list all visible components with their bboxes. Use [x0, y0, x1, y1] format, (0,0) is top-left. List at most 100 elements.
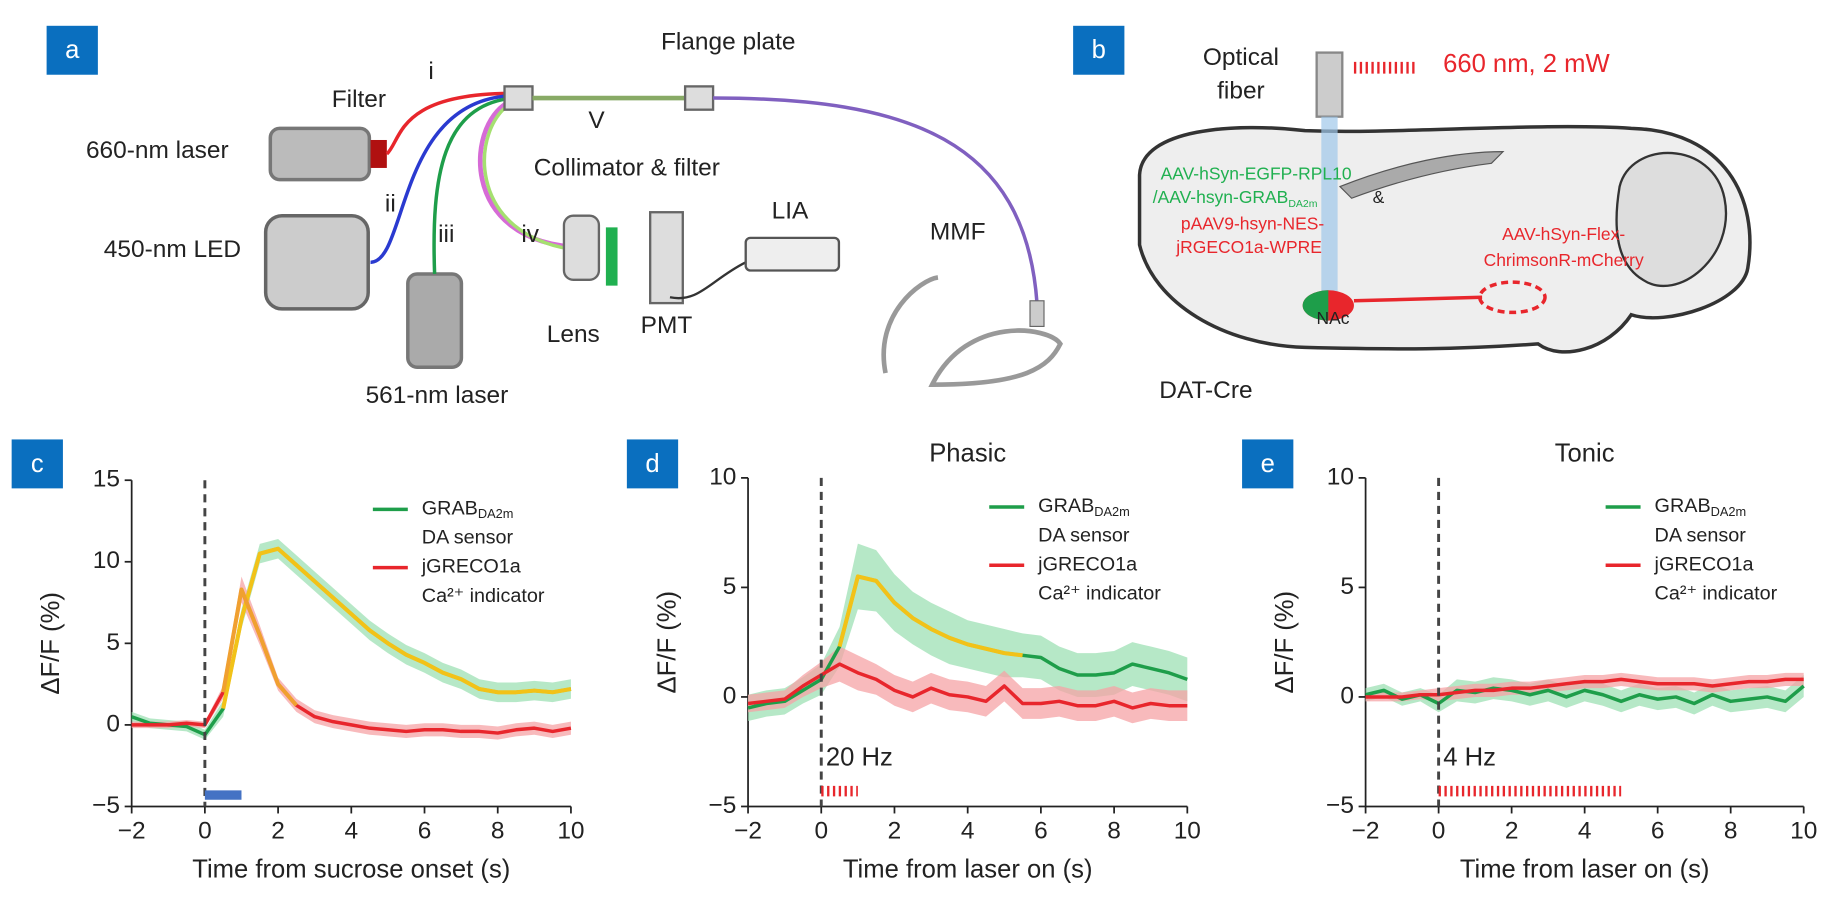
y-tick-label: 0 — [106, 710, 120, 737]
laser-561 — [406, 272, 464, 369]
x-tick-label: 2 — [888, 818, 902, 845]
y-tick-label: 10 — [93, 547, 120, 574]
label: 660-nm laser — [86, 137, 229, 164]
x-tick-label: 6 — [1034, 818, 1048, 845]
x-tick-label: −2 — [1352, 818, 1380, 845]
highlight-line — [837, 574, 1023, 658]
legend-label: jGRECO1a — [1654, 554, 1755, 576]
fiber-i — [385, 91, 513, 156]
x-axis-label: Time from sucrose onset (s) — [192, 855, 510, 883]
x-tick-label: 6 — [1651, 818, 1665, 845]
nac-green — [1302, 290, 1329, 321]
label: AAV-hSyn-EGFP-RPL10 — [1161, 164, 1352, 184]
x-tick-label: 2 — [271, 818, 285, 845]
panel-labels: a b c d e — [11, 25, 1294, 489]
legend-label: jGRECO1a — [421, 556, 522, 578]
y-tick-label: 5 — [1340, 573, 1354, 600]
y-tick-label: 0 — [1340, 682, 1354, 709]
x-tick-label: 0 — [814, 818, 828, 845]
x-tick-label: 4 — [961, 818, 975, 845]
label: fiber — [1217, 78, 1265, 105]
x-axis-label: Time from laser on (s) — [1460, 855, 1710, 883]
filter — [370, 139, 387, 168]
label: V — [588, 107, 605, 134]
label: & — [1373, 187, 1385, 207]
fiber-iv-2 — [482, 101, 583, 253]
highlight-line — [221, 546, 572, 709]
x-tick-label: 8 — [491, 818, 505, 845]
fiber-ii — [370, 93, 513, 265]
legend-name: jGRECO1a — [1037, 554, 1138, 576]
lens — [562, 214, 601, 281]
y-tick-label: 5 — [723, 573, 737, 600]
panel-badge — [1242, 439, 1294, 489]
fiber-iii — [432, 96, 513, 275]
collimator-filter — [605, 227, 618, 286]
fiber-tip — [1029, 300, 1045, 327]
y-tick-label: −5 — [709, 792, 737, 819]
label: /AAV-hsyn-GRAB — [1153, 187, 1289, 207]
light-path — [1321, 116, 1338, 315]
label: i — [428, 58, 433, 85]
y-axis-label: ΔF/F (%) — [37, 592, 65, 695]
y-tick-label: −5 — [1326, 792, 1354, 819]
label: AAV-hSyn-Flex- — [1502, 224, 1625, 244]
panel-label: e — [1261, 450, 1275, 478]
y-tick-label: 5 — [106, 629, 120, 656]
x-tick-label: 2 — [1505, 818, 1519, 845]
setup-diagram: Flange plate i Filter 660-nm laser ii 45… — [86, 29, 1064, 409]
label: Filter — [332, 86, 386, 113]
legend-description: DA sensor — [1655, 524, 1747, 546]
label: iv — [521, 221, 539, 248]
lia — [744, 236, 841, 272]
y-axis-label: ΔF/F (%) — [654, 591, 682, 694]
label: DAT-Cre — [1159, 377, 1252, 404]
legend-description: Ca²⁺ indicator — [1038, 583, 1161, 605]
legend-name: GRAB — [1655, 495, 1711, 517]
projection — [1353, 295, 1483, 303]
legend-name: jGRECO1a — [1654, 554, 1755, 576]
stimulus-label: 20 Hz — [826, 743, 893, 771]
panel-label: c — [31, 450, 44, 478]
legend-label: GRABDA2m — [1655, 495, 1747, 519]
x-tick-label: −2 — [734, 818, 762, 845]
panel-badge — [46, 25, 98, 75]
panel-label: d — [645, 450, 659, 478]
y-tick-label: 0 — [723, 682, 737, 709]
legend-description: Ca²⁺ indicator — [422, 585, 545, 607]
x-tick-label: 8 — [1724, 818, 1738, 845]
led-450 — [263, 213, 370, 311]
x-tick-label: 10 — [1174, 818, 1201, 845]
x-tick-label: 10 — [1790, 818, 1817, 845]
chart-title: Tonic — [1555, 439, 1615, 467]
label: /AAV-hsyn-GRABDA2m — [1153, 187, 1318, 210]
legend-description: Ca²⁺ indicator — [1655, 583, 1778, 605]
legend-label: GRABDA2m — [422, 498, 514, 522]
highlight-line — [221, 587, 298, 707]
label: pAAV9-hsyn-NES- — [1181, 214, 1325, 234]
y-tick-label: −5 — [92, 792, 120, 819]
label: Optical — [1203, 44, 1279, 71]
x-tick-label: 4 — [344, 818, 358, 845]
cerebellum — [1615, 151, 1728, 287]
legend-label: GRABDA2m — [1038, 495, 1130, 519]
flange — [503, 85, 534, 111]
cable — [669, 261, 747, 300]
vta — [1478, 280, 1547, 315]
y-axis-label: ΔF/F (%) — [1271, 591, 1299, 694]
y-tick-label: 15 — [93, 466, 120, 493]
legend-sub: DA2m — [478, 507, 514, 522]
label: ii — [385, 191, 396, 218]
label: LIA — [772, 198, 809, 225]
mouse — [881, 275, 1064, 388]
x-tick-label: 4 — [1578, 818, 1592, 845]
label: 450-nm LED — [104, 236, 241, 263]
legend-description: DA sensor — [1038, 524, 1130, 546]
pmt — [649, 211, 684, 305]
label: MMF — [930, 219, 986, 246]
legend-sub: DA2m — [1094, 504, 1130, 519]
legend-name: GRAB — [422, 498, 478, 520]
mmf — [713, 96, 1039, 304]
laser-660 — [268, 126, 372, 182]
